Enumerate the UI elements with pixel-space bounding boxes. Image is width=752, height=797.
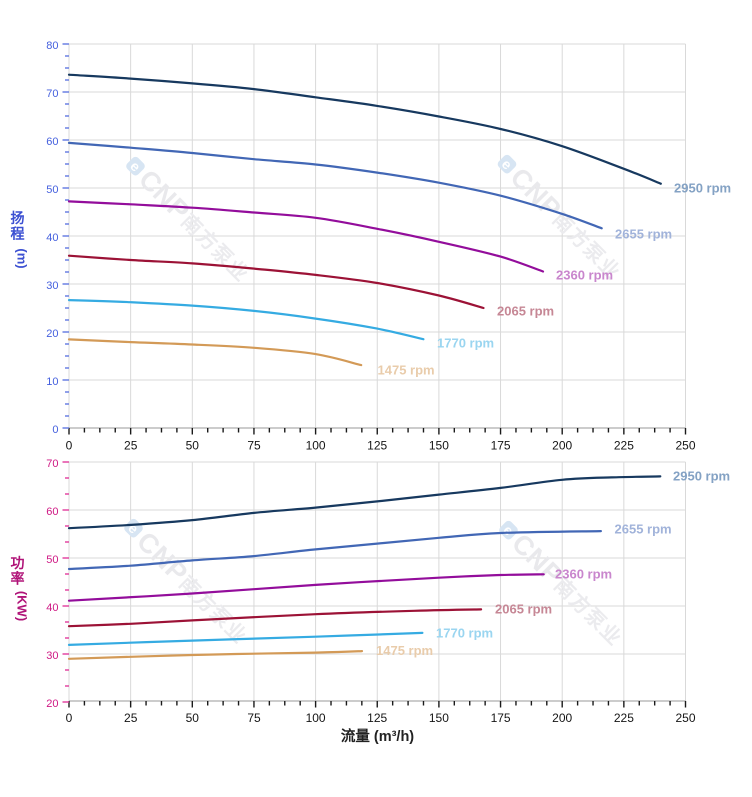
svg-text:40: 40 bbox=[46, 232, 58, 244]
svg-text:2360 rpm: 2360 rpm bbox=[556, 268, 613, 283]
svg-text:40: 40 bbox=[46, 602, 58, 614]
svg-text:50: 50 bbox=[186, 711, 200, 725]
svg-text:2655 rpm: 2655 rpm bbox=[615, 522, 672, 537]
svg-text:225: 225 bbox=[614, 438, 634, 452]
svg-text:1475 rpm: 1475 rpm bbox=[376, 643, 433, 658]
svg-text:70: 70 bbox=[46, 458, 58, 470]
svg-text:功: 功 bbox=[11, 555, 25, 571]
svg-text:1770 rpm: 1770 rpm bbox=[437, 336, 494, 351]
svg-text:200: 200 bbox=[552, 438, 572, 452]
svg-text:50: 50 bbox=[46, 184, 58, 196]
svg-text:125: 125 bbox=[367, 711, 387, 725]
svg-text:70: 70 bbox=[46, 88, 58, 100]
svg-text:30: 30 bbox=[46, 650, 58, 662]
svg-text:程: 程 bbox=[11, 226, 25, 242]
svg-text:2950 rpm: 2950 rpm bbox=[673, 469, 730, 484]
svg-text:1770 rpm: 1770 rpm bbox=[436, 626, 493, 641]
svg-text:25: 25 bbox=[124, 438, 138, 452]
svg-text:50: 50 bbox=[186, 438, 200, 452]
svg-text:60: 60 bbox=[46, 136, 58, 148]
svg-text:0: 0 bbox=[52, 424, 58, 436]
svg-text:(KW): (KW) bbox=[15, 591, 30, 621]
svg-text:20: 20 bbox=[46, 698, 58, 710]
svg-text:250: 250 bbox=[675, 438, 695, 452]
svg-text:225: 225 bbox=[614, 711, 634, 725]
svg-text:扬: 扬 bbox=[11, 210, 25, 226]
svg-text:100: 100 bbox=[306, 438, 326, 452]
svg-text:50: 50 bbox=[46, 554, 58, 566]
svg-text:10: 10 bbox=[46, 376, 58, 388]
svg-text:0: 0 bbox=[66, 711, 73, 725]
svg-text:75: 75 bbox=[247, 438, 261, 452]
svg-text:175: 175 bbox=[491, 711, 511, 725]
svg-text:率: 率 bbox=[11, 571, 25, 587]
svg-text:125: 125 bbox=[367, 438, 387, 452]
svg-text:250: 250 bbox=[675, 711, 695, 725]
svg-text:150: 150 bbox=[429, 711, 449, 725]
svg-text:75: 75 bbox=[247, 711, 261, 725]
svg-text:100: 100 bbox=[306, 711, 326, 725]
svg-text:60: 60 bbox=[46, 506, 58, 518]
svg-text:175: 175 bbox=[491, 438, 511, 452]
svg-text:20: 20 bbox=[46, 328, 58, 340]
svg-text:流量 (m³/h): 流量 (m³/h) bbox=[341, 727, 414, 745]
svg-text:2065 rpm: 2065 rpm bbox=[497, 304, 554, 319]
svg-text:0: 0 bbox=[66, 438, 73, 452]
svg-text:2360 rpm: 2360 rpm bbox=[555, 567, 612, 582]
svg-text:200: 200 bbox=[552, 711, 572, 725]
svg-text:2950 rpm: 2950 rpm bbox=[674, 181, 731, 196]
svg-text:30: 30 bbox=[46, 280, 58, 292]
svg-text:2065 rpm: 2065 rpm bbox=[495, 602, 552, 617]
svg-text:150: 150 bbox=[429, 438, 449, 452]
svg-text:2655 rpm: 2655 rpm bbox=[615, 227, 672, 242]
svg-text:(m): (m) bbox=[15, 248, 30, 268]
svg-text:80: 80 bbox=[46, 40, 58, 52]
svg-text:25: 25 bbox=[124, 711, 138, 725]
svg-text:1475 rpm: 1475 rpm bbox=[378, 363, 435, 378]
